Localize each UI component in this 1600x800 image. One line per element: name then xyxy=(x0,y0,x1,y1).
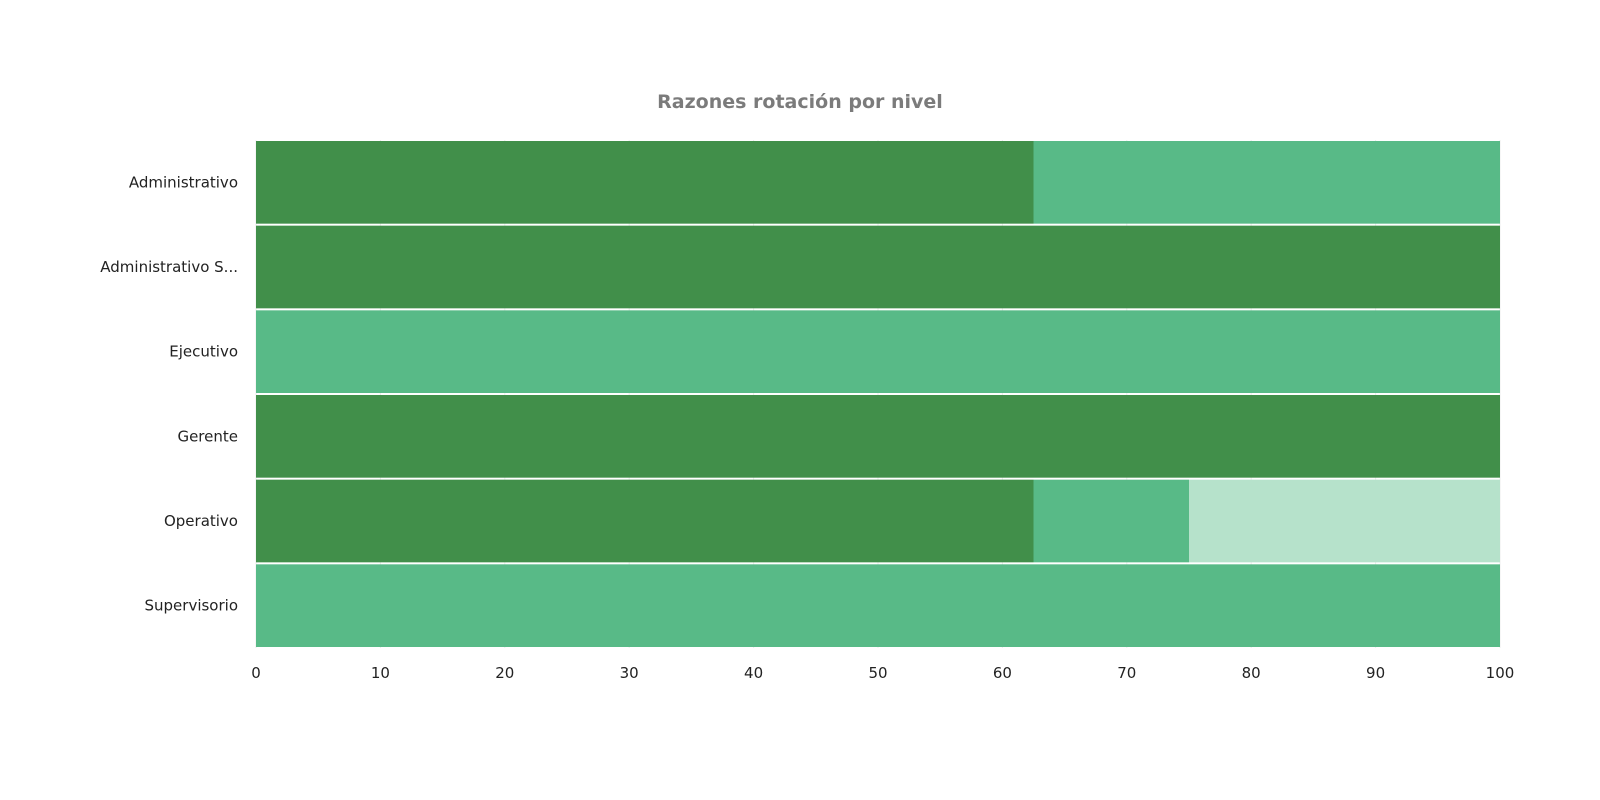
y-axis-label: Supervisorio xyxy=(145,597,239,615)
y-axis-label: Administrativo S... xyxy=(100,258,238,276)
x-tick-label: 100 xyxy=(1486,664,1515,682)
bar-segment[interactable] xyxy=(256,395,1500,478)
x-axis-ticks: 0 10 20 30 40 50 60 70 80 90 100 xyxy=(251,664,1514,682)
x-tick-label: 30 xyxy=(620,664,639,682)
bar-segment[interactable] xyxy=(256,310,1500,393)
x-tick-label: 70 xyxy=(1117,664,1136,682)
bar-segment[interactable] xyxy=(1033,479,1190,563)
bar-segment[interactable] xyxy=(256,225,1500,309)
bars xyxy=(256,141,1500,647)
bar-segment[interactable] xyxy=(1033,141,1501,224)
bar-segment[interactable] xyxy=(1189,479,1500,563)
x-tick-label: 10 xyxy=(371,664,390,682)
gridlines xyxy=(255,140,1501,648)
y-axis-label: Gerente xyxy=(177,427,238,445)
x-tick-label: 50 xyxy=(868,664,887,682)
y-axis-labels: Administrativo Administrativo S... Ejecuti… xyxy=(100,173,238,614)
x-tick-label: 80 xyxy=(1242,664,1261,682)
x-tick-label: 0 xyxy=(251,664,261,682)
y-axis-label: Ejecutivo xyxy=(169,343,238,361)
x-tick-label: 60 xyxy=(993,664,1012,682)
x-tick-label: 40 xyxy=(744,664,763,682)
x-tick-label: 90 xyxy=(1366,664,1385,682)
chart-title: Razones rotación por nivel xyxy=(657,91,943,113)
bar-segment[interactable] xyxy=(256,564,1500,647)
y-axis-label: Administrativo xyxy=(129,173,238,191)
bar-segment[interactable] xyxy=(256,479,1034,563)
x-tick-label: 20 xyxy=(495,664,514,682)
bar-segment[interactable] xyxy=(256,141,1034,224)
y-axis-label: Operativo xyxy=(164,512,238,530)
